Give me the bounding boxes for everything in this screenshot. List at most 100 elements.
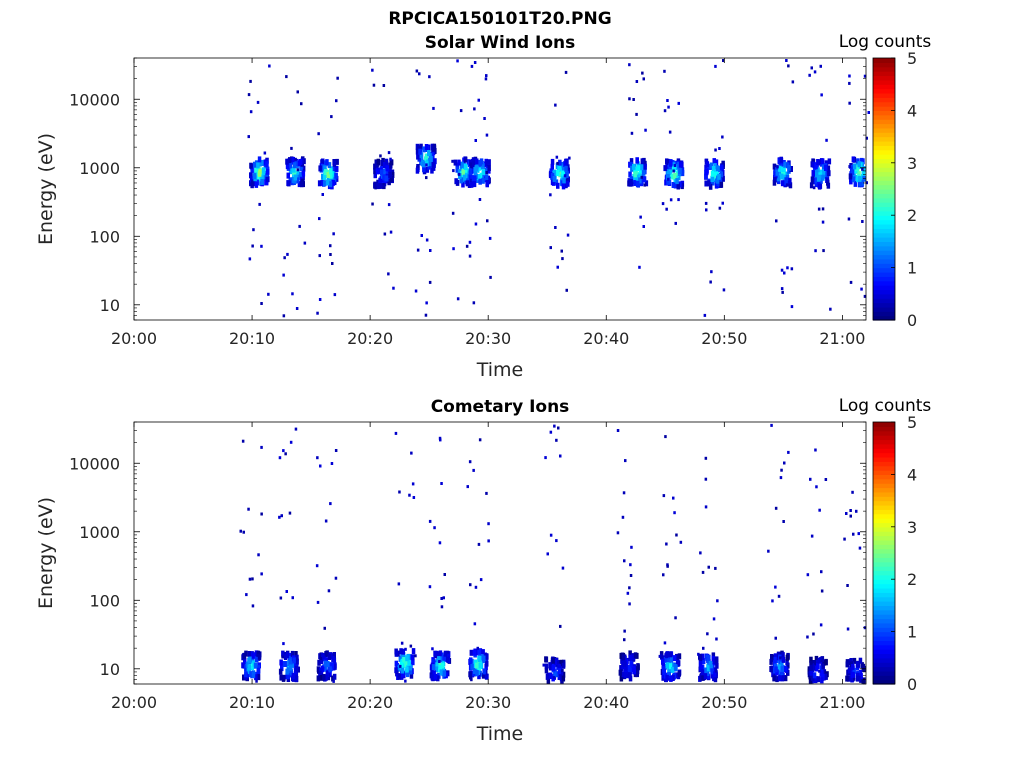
spectrogram-cell xyxy=(286,180,290,187)
spectrogram-cell xyxy=(642,77,645,81)
spectrogram-cell xyxy=(389,157,392,161)
spectrogram-cell xyxy=(813,677,818,684)
spectrogram-cell xyxy=(778,165,782,172)
spectrogram-cell xyxy=(424,313,428,317)
spectrogram-cell xyxy=(556,161,559,165)
spectrogram-cell xyxy=(558,165,562,172)
spectrogram-cell xyxy=(718,178,723,185)
spectrogram-cell xyxy=(824,659,828,666)
spectrogram-cell xyxy=(820,677,824,684)
spectrogram-cell xyxy=(455,166,459,173)
spectrogram-cell xyxy=(786,662,790,669)
spectrogram-cell xyxy=(565,171,569,178)
colorbar-segment xyxy=(873,448,895,454)
spectrogram-cell xyxy=(672,655,677,662)
spectrogram-cell xyxy=(774,636,777,640)
spectrogram-cell xyxy=(420,234,423,237)
spectrogram-cell xyxy=(640,158,645,165)
spectrogram-cell xyxy=(469,181,474,188)
spectrogram-cell xyxy=(289,658,293,665)
spectrogram-cell xyxy=(289,440,293,444)
spectrogram-cell xyxy=(639,167,643,174)
colorbar-segment xyxy=(873,197,895,203)
spectrogram-cell xyxy=(677,670,681,677)
spectrogram-cell xyxy=(822,168,826,175)
spectrogram-cell xyxy=(289,664,293,671)
spectrogram-cell xyxy=(705,208,708,212)
spectrogram-cell xyxy=(485,491,488,495)
spectrogram-cell xyxy=(624,664,628,671)
spectrogram-cell xyxy=(249,172,253,179)
spectrogram-cell xyxy=(667,668,671,675)
spectrogram-cell xyxy=(780,661,784,668)
spectrogram-cell xyxy=(669,675,673,682)
spectrogram-cell xyxy=(474,222,478,226)
spectrogram-cell xyxy=(847,675,851,682)
spectrogram-cell xyxy=(783,461,786,465)
spectrogram-cell xyxy=(550,163,554,170)
spectrogram-cell xyxy=(468,169,473,176)
spectrogram-cell xyxy=(779,656,782,660)
spectrogram-cell xyxy=(632,163,636,170)
spectrogram-cell xyxy=(383,162,387,168)
colorbar-segment xyxy=(873,587,895,593)
spectrogram-cell xyxy=(465,180,470,187)
spectrogram-cell xyxy=(266,176,270,183)
spectrogram-cell xyxy=(637,173,642,180)
spectrogram-cell xyxy=(470,678,473,682)
spectrogram-cell xyxy=(568,156,571,160)
spectrogram-cell xyxy=(644,128,647,132)
spectrogram-cell xyxy=(630,165,634,172)
spectrogram-cell xyxy=(566,167,570,174)
spectrogram-cell xyxy=(638,265,641,269)
spectrogram-cell xyxy=(779,173,784,180)
spectrogram-cell xyxy=(856,176,860,183)
spectrogram-cell xyxy=(260,512,263,516)
spectrogram-cell xyxy=(624,672,628,679)
spectrogram-cell xyxy=(704,477,708,481)
x-tick-label: 20:50 xyxy=(701,693,747,712)
spectrogram-cell xyxy=(777,675,782,682)
spectrogram-cell xyxy=(561,566,565,570)
spectrogram-cell xyxy=(858,546,862,550)
colorbar-segment xyxy=(873,622,895,628)
spectrogram-cell xyxy=(336,76,339,80)
spectrogram-cell xyxy=(253,161,257,168)
spectrogram-cell xyxy=(382,184,385,188)
spectrogram-cell xyxy=(706,632,709,636)
spectrogram-cell xyxy=(867,111,870,114)
spectrogram-cell xyxy=(633,180,638,186)
spectrogram-cell xyxy=(432,670,436,677)
colorbar-segment xyxy=(873,592,895,598)
spectrogram-cell xyxy=(431,647,434,651)
spectrogram-cell xyxy=(260,572,263,576)
spectrogram-cell xyxy=(323,626,326,630)
spectrogram-cell xyxy=(469,657,473,664)
spectrogram-cell xyxy=(475,158,479,165)
spectrogram-cell xyxy=(671,182,676,188)
spectrogram-cell xyxy=(474,165,478,172)
spectrogram-cell xyxy=(818,669,821,673)
colorbar-segment xyxy=(873,539,895,545)
spectrogram-cell xyxy=(432,145,437,152)
spectrogram-cell xyxy=(431,664,436,671)
spectrogram-cell xyxy=(294,676,299,683)
spectrogram-cell xyxy=(373,182,377,189)
x-tick-label: 20:40 xyxy=(583,693,629,712)
spectrogram-cell xyxy=(811,664,816,671)
spectrogram-cell xyxy=(477,656,482,662)
colorbar-segment xyxy=(873,193,895,199)
spectrogram-cell xyxy=(848,74,851,78)
spectrogram-cell xyxy=(678,168,682,174)
spectrogram-cell xyxy=(382,174,386,181)
spectrogram-cell xyxy=(635,112,638,116)
spectrogram-cell xyxy=(862,175,866,182)
spectrogram-cell xyxy=(628,63,631,67)
colorbar-segment xyxy=(873,483,895,489)
spectrogram-cell xyxy=(249,110,253,114)
spectrogram-cell xyxy=(425,166,430,173)
spectrogram-cell xyxy=(718,166,722,173)
spectrogram-cell xyxy=(809,664,813,671)
spectrogram-cell xyxy=(704,173,708,180)
spectrogram-cell xyxy=(820,589,824,593)
